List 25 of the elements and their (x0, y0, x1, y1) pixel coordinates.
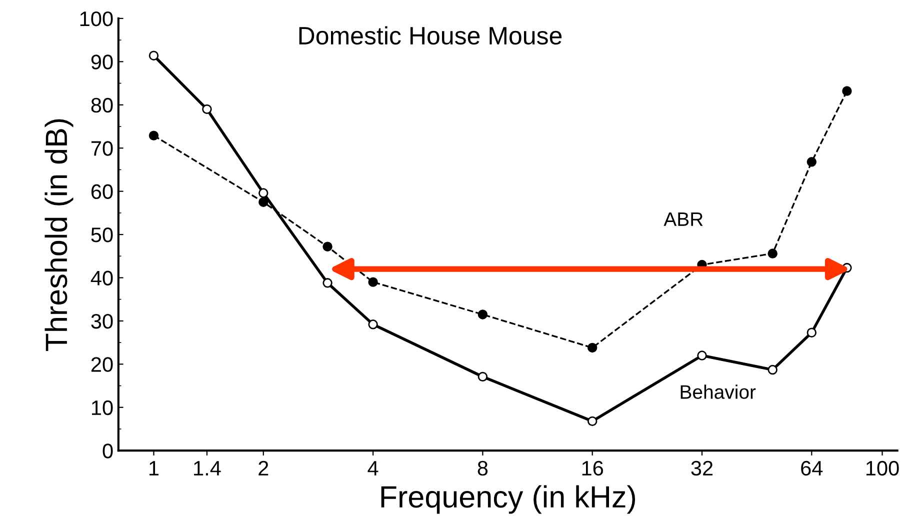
x-tick-label: 32 (691, 460, 713, 476)
x-tick-label: 2 (258, 460, 268, 476)
x-tick-label: 1 (150, 461, 159, 476)
y-axis-title: Threshold (in dB) (44, 119, 74, 351)
x-tick-label: 64 (801, 460, 823, 476)
y-tick-label: 80 (91, 98, 113, 113)
y-tick-label: 100 (80, 11, 113, 26)
x-tick-label: 100 (866, 460, 899, 476)
y-tick-label: 50 (91, 228, 113, 242)
y-tick-label: 30 (91, 314, 113, 329)
x-tick-label: 16 (582, 460, 604, 476)
chart-title: Domestic House Mouse (299, 26, 562, 45)
y-tick-label: 90 (91, 54, 113, 70)
y-tick-label: 40 (90, 270, 113, 286)
y-tick-label: 70 (91, 141, 113, 156)
x-tick-label: 1.4 (194, 461, 221, 476)
x-tick-label: 4 (368, 461, 378, 476)
series-label: ABR (664, 212, 703, 226)
x-tick-label: 8 (478, 460, 488, 476)
y-tick-label: 60 (91, 184, 113, 200)
series-label: Behavior (680, 384, 756, 399)
y-tick-label: 20 (91, 357, 113, 372)
y-tick-label: 0 (102, 444, 113, 458)
y-tick-label: 10 (92, 400, 113, 416)
x-axis-title: Frequency (in kHz) (381, 485, 636, 514)
